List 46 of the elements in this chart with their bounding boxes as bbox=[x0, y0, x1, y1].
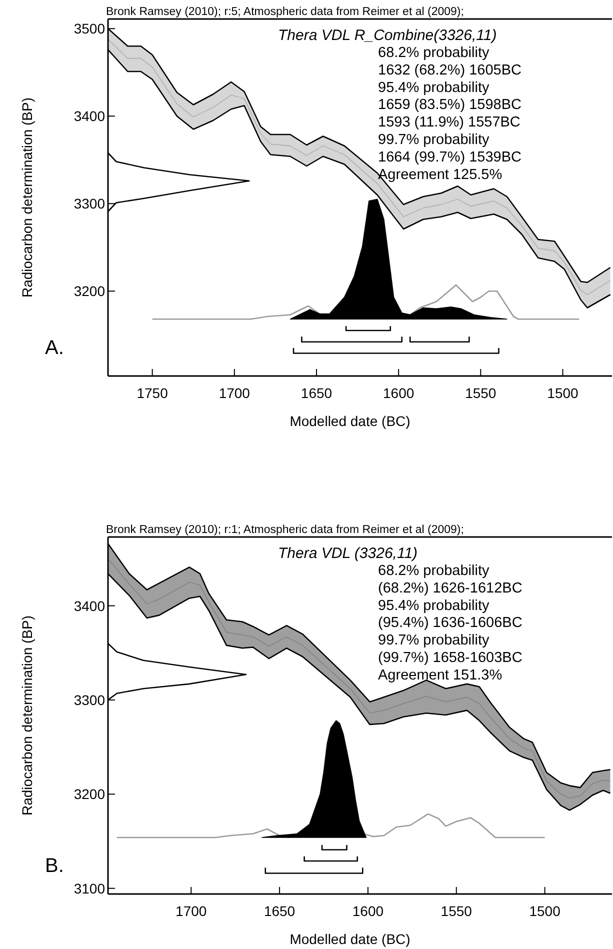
annotation: (95.4%) 1636-1606BC bbox=[378, 615, 522, 632]
annotation: Thera VDL (3326,11) bbox=[278, 545, 418, 562]
text: B. bbox=[45, 855, 64, 877]
line-series bbox=[116, 720, 546, 838]
y-axis-title: Radiocarbon determination (BP) bbox=[19, 616, 35, 816]
x-tick-label: 1500 bbox=[529, 903, 561, 919]
x-tick-label: 1750 bbox=[136, 385, 168, 401]
y-tick-label: 3100 bbox=[74, 880, 106, 896]
x-tick-label: 1650 bbox=[264, 903, 296, 919]
annotation: 68.2% probability bbox=[378, 45, 490, 61]
x-tick-label: 1600 bbox=[383, 385, 414, 401]
annotation: (99.7%) 1658-1603BC bbox=[378, 650, 522, 666]
line-series bbox=[152, 198, 580, 320]
annotation: 1664 (99.7%) 1539BC bbox=[378, 149, 522, 166]
annotation: 68.2% probability bbox=[378, 563, 490, 579]
x-tick-label: 1650 bbox=[300, 385, 332, 401]
text: A. bbox=[45, 337, 64, 359]
annotation: Agreement 125.5% bbox=[378, 166, 502, 183]
text: Bronk Ramsey (2010); r:5; Atmospheric data from Reimer et al (2009); bbox=[106, 6, 464, 18]
x-tick-label: 1550 bbox=[465, 385, 496, 401]
annotation: (68.2%) 1626-1612BC bbox=[378, 580, 522, 596]
x-axis-title: Modelled date (BC) bbox=[290, 931, 410, 947]
annotation: 1632 (68.2%) 1605BC bbox=[378, 62, 522, 78]
annotation: 1659 (83.5%) 1598BC bbox=[378, 97, 522, 114]
annotation: 1593 (11.9%) 1557BC bbox=[378, 114, 520, 131]
annotation: 95.4% probability bbox=[378, 598, 490, 614]
annotation: 95.4% probability bbox=[378, 80, 490, 96]
y-tick-label: 3200 bbox=[74, 283, 106, 300]
annotation: Agreement 151.3% bbox=[378, 667, 502, 684]
x-tick-label: 1550 bbox=[440, 903, 472, 919]
y-tick-label: 3500 bbox=[74, 20, 106, 37]
annotation: Thera VDL R_Combine(3326,11) bbox=[278, 27, 497, 44]
x-axis-title: Modelled date (BC) bbox=[290, 413, 410, 429]
y-tick-label: 3400 bbox=[74, 598, 106, 614]
y-axis-title: Radiocarbon determination (BP) bbox=[19, 98, 35, 298]
x-tick-label: 1500 bbox=[547, 385, 579, 401]
x-tick-label: 1600 bbox=[352, 903, 384, 919]
annotation: 99.7% probability bbox=[378, 132, 490, 148]
annotation: 99.7% probability bbox=[378, 632, 490, 649]
x-tick-label: 1700 bbox=[176, 903, 207, 919]
y-tick-label: 3400 bbox=[74, 108, 106, 124]
y-tick-label: 3300 bbox=[74, 692, 106, 708]
text: Bronk Ramsey (2010); r:1; Atmospheric data from Reimer et al (2009); bbox=[106, 524, 464, 536]
y-tick-label: 3200 bbox=[74, 786, 106, 802]
x-tick-label: 1700 bbox=[218, 385, 250, 401]
y-tick-label: 3300 bbox=[74, 196, 106, 212]
